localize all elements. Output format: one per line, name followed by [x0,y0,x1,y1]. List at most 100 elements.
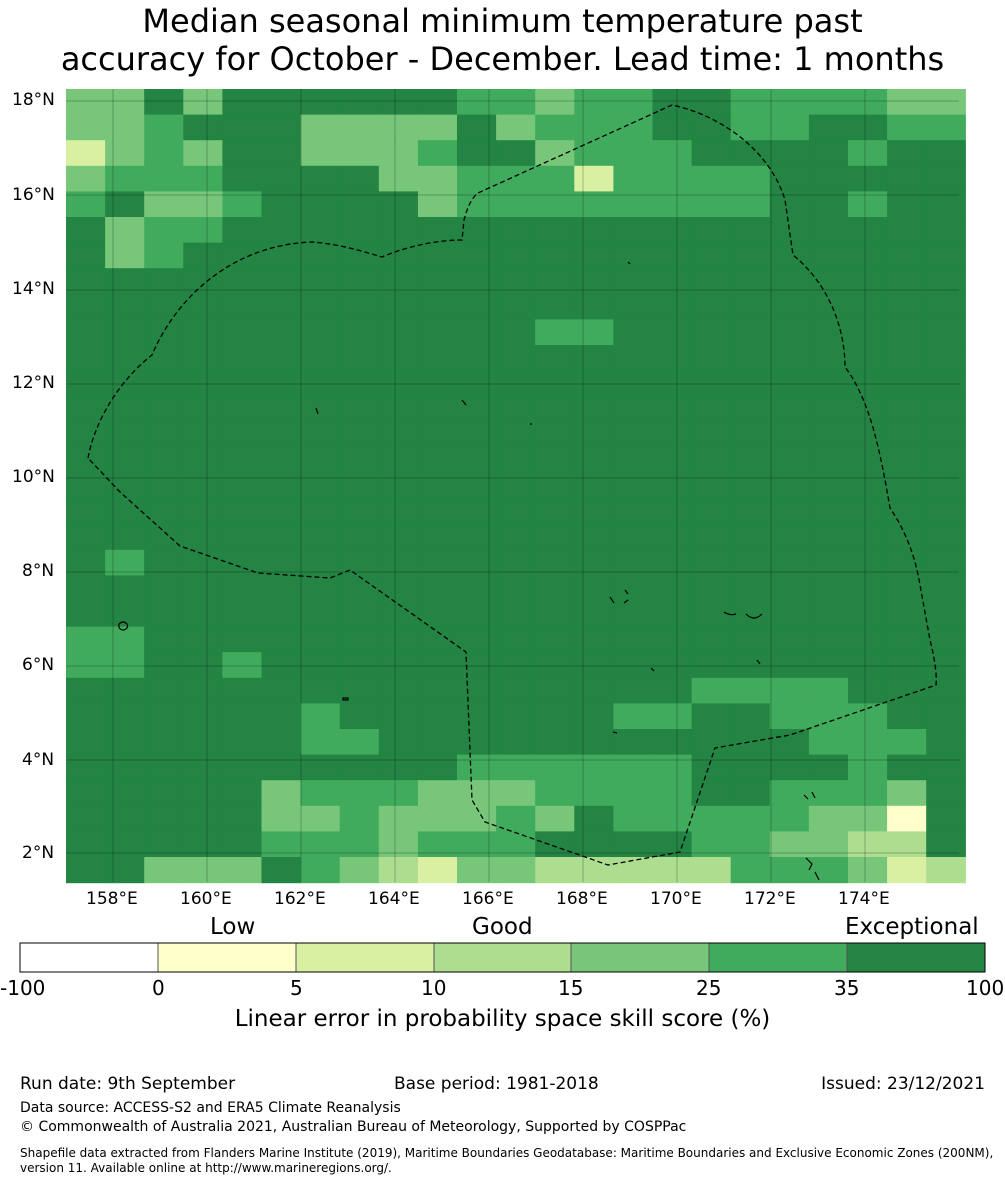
grid-cell [769,703,810,730]
grid-cell [222,242,263,269]
grid-cell [574,217,614,244]
grid-cell [691,626,732,653]
grid-cell [378,140,419,167]
grid-cell [691,217,732,244]
grid-cell [496,114,536,141]
grid-cell [730,165,771,192]
grid-cell [66,370,106,397]
grid-cell [339,293,380,320]
colorbar-word-low: Low [210,914,256,940]
grid-cell [848,396,888,423]
grid-cell [66,114,106,141]
grid-cell [261,831,302,858]
grid-cell [926,217,966,244]
grid-cell [691,498,732,525]
grid-cell [261,626,302,653]
grid-cell [613,447,654,474]
grid-cell [926,524,966,551]
grid-cell [222,754,263,781]
grid-cell [457,524,497,551]
grid-cell [66,601,106,628]
grid-cell [652,319,693,346]
grid-cell [496,396,536,423]
grid-cell [457,857,497,884]
grid-cell [613,114,654,141]
grid-cell [926,626,966,653]
grid-cell [730,549,771,576]
grid-cell [261,729,302,756]
grid-cell [183,217,223,244]
grid-cell [261,217,302,244]
grid-cell [535,652,575,679]
grid-cell [378,268,419,295]
colorbar-tick: 25 [696,976,722,1000]
grid-cell [105,857,145,884]
grid-cell [457,421,497,448]
grid-cell [222,447,263,474]
grid-cell [887,217,927,244]
grid-cell [848,652,888,679]
grid-cell [261,242,302,269]
grid-cell [691,754,732,781]
grid-cell [183,524,223,551]
grid-cell [535,268,575,295]
grid-cell [378,805,419,832]
grid-cell [496,549,536,576]
grid-cell [652,857,693,884]
grid-cell [535,447,575,474]
grid-cell [222,652,263,679]
grid-cell [730,293,771,320]
grid-cell [535,473,575,500]
grid-cell [222,677,263,704]
grid-cell [574,498,614,525]
grid-cell [926,601,966,628]
grid-cell [183,370,223,397]
grid-cell [808,319,849,346]
grid-cell [535,242,575,269]
grid-cell [574,831,614,858]
grid-cell [652,268,693,295]
grid-cell [887,857,927,884]
grid-cell [652,89,693,116]
grid-cell [730,524,771,551]
grid-cell [378,191,419,218]
grid-cell [730,89,771,116]
grid-cell [652,293,693,320]
grid-cell [222,140,263,167]
grid-cell [535,345,575,372]
grid-cell [730,498,771,525]
grid-cell [808,703,849,730]
grid-cell [496,729,536,756]
grid-cell [730,217,771,244]
grid-cell [261,396,302,423]
grid-cell [808,89,849,116]
grid-cell [574,421,614,448]
grid-cell [105,217,145,244]
grid-cell [535,729,575,756]
lat-label: 16°N [12,185,55,205]
colorbar-tick: 5 [290,976,303,1000]
grid-cell [691,319,732,346]
grid-cell [926,345,966,372]
grid-cell [66,447,106,474]
grid-cell [691,805,732,832]
grid-cell [261,677,302,704]
grid-cell [613,217,654,244]
grid-cell [652,524,693,551]
grid-cell [144,114,184,141]
grid-cell [691,165,732,192]
grid-cell [378,421,419,448]
grid-cell [378,857,419,884]
lon-label: 168°E [556,889,608,909]
grid-cell [652,447,693,474]
grid-cell [691,191,732,218]
base-period: Base period: 1981-2018 [394,1074,599,1094]
grid-cell [339,473,380,500]
grid-cell [769,191,810,218]
grid-cell [105,473,145,500]
grid-cell [848,242,888,269]
grid-cell [652,421,693,448]
grid-cell [105,652,145,679]
grid-cell [105,729,145,756]
grid-cell [613,524,654,551]
